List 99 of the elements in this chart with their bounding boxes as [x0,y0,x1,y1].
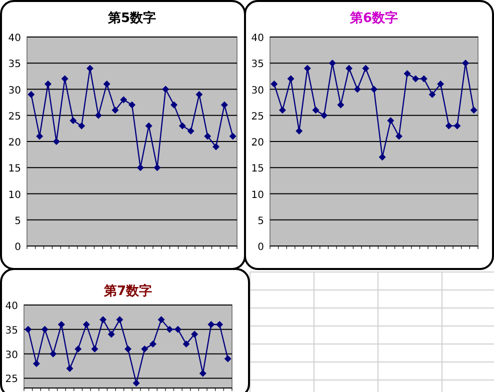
point [420,75,428,82]
point [100,316,107,324]
point [116,316,124,324]
point [370,86,378,93]
point [24,326,32,333]
y-tick-label: 30 [251,85,264,96]
y-tick-label: 20 [251,138,264,148]
point [170,101,178,108]
y-tick-label: 10 [251,190,264,201]
y-tick-label: 5 [14,216,21,227]
point [52,138,60,145]
point [78,122,86,130]
point [124,345,132,352]
point [136,164,144,172]
y-tick-label: 35 [8,59,21,70]
point [58,321,65,328]
point [445,122,452,130]
point [204,132,212,140]
y-tick-label: 40 [8,33,21,44]
y-tick-label: 10 [8,190,21,201]
point [337,101,344,108]
point [141,345,148,352]
y-tick-label: 25 [251,111,264,122]
point [132,380,140,387]
point [174,326,182,333]
point [412,75,420,82]
point [149,340,156,348]
chart-title: 第7数字 [102,283,152,299]
point [362,64,370,72]
chart-title: 第6数字 [348,10,398,26]
point [182,340,190,348]
point [428,90,436,98]
point [287,75,294,82]
point [462,60,470,67]
point [296,128,303,135]
point [66,364,74,372]
point [41,326,48,333]
y-tick-label: 35 [5,325,18,336]
point [162,86,170,93]
point [220,101,228,108]
point [50,350,57,358]
point [320,112,328,119]
point [187,128,194,135]
y-tick-label: 40 [251,33,264,44]
y-tick-label: 35 [251,59,264,70]
point [70,117,77,124]
point [437,80,444,88]
point [395,132,402,140]
point [229,132,236,140]
point [108,330,115,338]
point [387,117,394,124]
point [154,164,161,172]
y-tick-label: 25 [5,374,18,386]
point [304,64,311,72]
point [470,106,478,114]
y-tick-label: 30 [8,85,21,96]
y-tick-label: 5 [258,216,264,227]
point [354,86,361,93]
chart-title: 第5数字 [106,10,156,26]
point [61,75,68,82]
y-tick-label: 20 [8,138,21,148]
point [270,80,278,88]
y-tick-label: 30 [5,350,18,361]
point [94,112,102,119]
point [191,330,198,338]
point [128,101,136,108]
y-tick-label: 25 [8,111,21,122]
y-tick-label: 0 [14,242,21,253]
point [199,370,206,377]
point [278,106,286,114]
point [454,122,461,130]
point [32,360,40,368]
point [28,90,35,98]
point [82,321,90,328]
point [212,143,220,150]
point [145,122,152,130]
y-tick-label: 40 [5,301,18,312]
point [196,90,203,98]
point [404,70,411,78]
point [112,106,119,114]
point [158,316,165,324]
point [103,80,110,88]
point [91,345,98,352]
point [166,326,174,333]
point [74,345,82,352]
point [346,64,353,72]
point [208,321,215,328]
point [120,96,128,104]
y-tick-label: 15 [8,164,21,175]
point [312,106,320,114]
point [178,122,186,130]
point [224,355,232,362]
point [36,132,44,140]
point [216,321,224,328]
point [86,64,94,72]
y-tick-label: 0 [258,242,264,253]
point [328,60,336,67]
y-tick-label: 15 [251,164,264,175]
point [378,154,386,161]
